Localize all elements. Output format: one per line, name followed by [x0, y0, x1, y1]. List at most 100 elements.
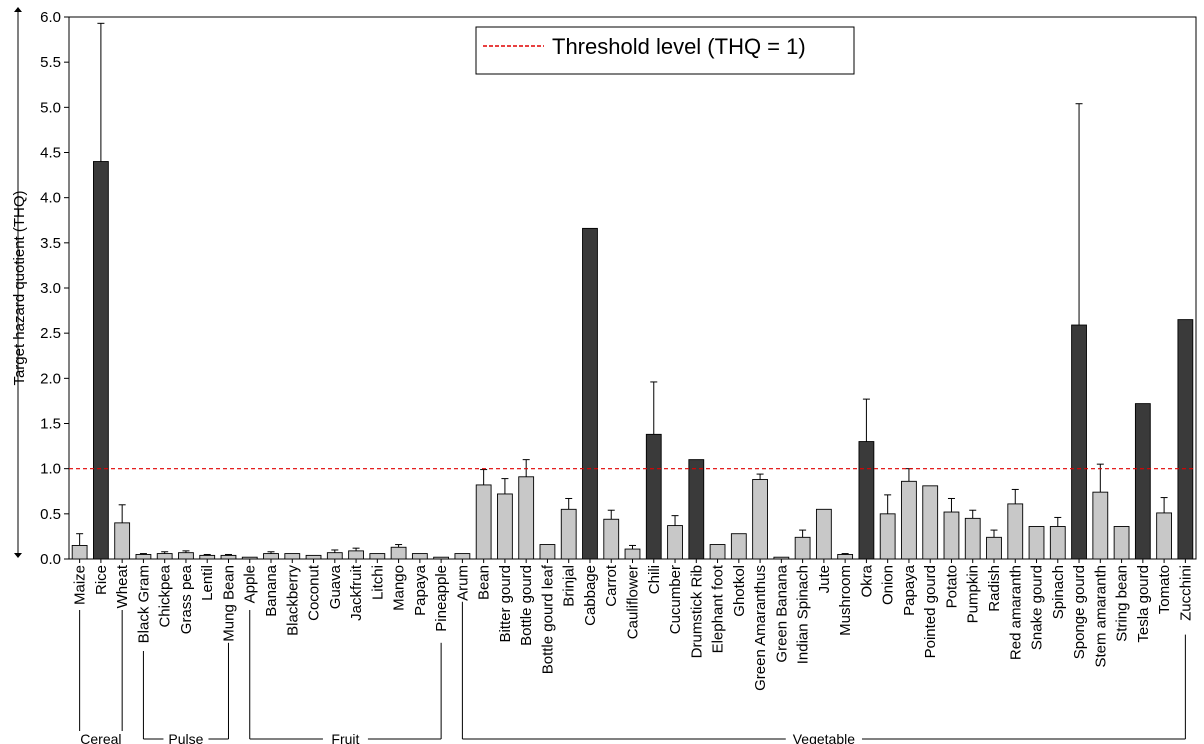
bar — [454, 553, 471, 560]
group-label: Vegetable — [793, 731, 855, 744]
category-label: Rice — [93, 565, 110, 595]
category-label: Spinach — [1050, 565, 1067, 619]
category-label: Grass pea — [178, 564, 195, 634]
bar — [284, 553, 301, 560]
category-label: Bean — [476, 565, 493, 600]
category-label: Drumstick Rib — [688, 565, 705, 658]
axes-layer: 0.0 0.5 1.0 1.5 2.0 2.5 3.0 3.5 4.0 4.5 5.0 5.5 6.0 — [14, 7, 1197, 568]
category-label: String bean — [1114, 565, 1131, 642]
bar — [135, 554, 152, 560]
bar — [348, 550, 364, 560]
y-tick-label: 2.0 — [40, 370, 61, 387]
bar — [1134, 403, 1151, 560]
category-label: Onion — [880, 565, 897, 605]
category-label: Blackberry — [284, 565, 301, 636]
bar — [390, 546, 407, 560]
category-label: Stem amaranth — [1092, 565, 1109, 668]
category-label: Mushroom — [837, 565, 854, 636]
category-label: Radish — [986, 565, 1003, 612]
y-axis-arrow-bottom-icon — [14, 553, 22, 558]
bar — [986, 536, 1002, 560]
y-tick-label: 1.0 — [40, 461, 61, 478]
category-label: Coconut — [306, 564, 323, 621]
category-label: Apple — [242, 565, 259, 603]
category-label: Bottle gourd leaf — [539, 564, 556, 674]
category-label: Mango — [391, 565, 408, 611]
y-axis-arrow-top-icon — [14, 7, 22, 12]
group-label-bg — [785, 731, 862, 744]
bar — [178, 552, 194, 560]
bar — [433, 556, 450, 560]
category-label: Guava — [327, 564, 344, 609]
bar — [603, 518, 620, 560]
category-label: Pointed gourd — [922, 565, 939, 658]
y-tick-label: 3.5 — [40, 235, 61, 252]
category-label: Pumpkin — [965, 565, 982, 623]
bar — [263, 553, 279, 560]
group-brackets: Cereal Pulse Fruit Vegetable — [74, 601, 1186, 744]
category-label: Red amaranth — [1007, 565, 1024, 660]
bars-layer — [71, 22, 1194, 563]
plot-frame — [68, 16, 1197, 560]
category-label: Arum — [454, 565, 471, 601]
category-label: Wheat — [114, 564, 131, 608]
group-label-bg — [74, 731, 128, 744]
group-label: Pulse — [168, 731, 203, 744]
bar — [624, 548, 641, 560]
category-label: Brinjal — [561, 565, 578, 607]
category-label: Tesla gourd — [1135, 565, 1152, 643]
category-label: Jackfruit — [348, 564, 365, 621]
bar — [794, 536, 811, 560]
group-label: Cereal — [80, 731, 121, 744]
y-tick-label: 5.5 — [40, 54, 61, 71]
category-label: Mung Bean — [220, 565, 237, 642]
category-label: Chili — [646, 565, 663, 594]
group-label-bg — [163, 731, 209, 744]
category-label: Potato — [943, 565, 960, 608]
bar — [709, 544, 726, 560]
y-tick-label: 0.5 — [40, 506, 61, 523]
category-label: Ghotkol — [731, 565, 748, 617]
category-label: Green Amaranthus — [752, 565, 769, 691]
group-label: Fruit — [331, 731, 359, 744]
category-label: Cucumber — [667, 565, 684, 634]
bar — [199, 554, 216, 560]
bar — [1156, 512, 1172, 560]
category-label: Zucchini — [1177, 565, 1194, 621]
category-label: Tomato — [1156, 565, 1173, 614]
bar — [879, 513, 896, 560]
bar — [539, 544, 556, 560]
category-label: Jute — [816, 565, 833, 593]
bar — [645, 433, 662, 560]
category-label: Black Gram — [135, 565, 152, 643]
bar — [156, 553, 173, 560]
category-label: Bottle gourd — [518, 565, 535, 646]
category-label: Sponge gourd — [1071, 565, 1088, 659]
category-label: Litchi — [369, 565, 386, 600]
category-label: Snake gourd — [1029, 565, 1046, 650]
bar — [582, 227, 598, 560]
category-label: Okra — [858, 564, 875, 597]
y-tick-label: 6.0 — [40, 9, 61, 26]
bar — [667, 525, 683, 560]
category-label: Papaya — [412, 564, 429, 616]
category-label: Carrot — [603, 564, 620, 607]
bar — [475, 484, 492, 560]
category-label: Indian Spinach — [795, 565, 812, 664]
bar — [1113, 526, 1130, 560]
bar — [1049, 526, 1066, 560]
y-tick-label: 4.5 — [40, 145, 61, 162]
category-label: Cauliflower — [625, 565, 642, 639]
bar — [518, 476, 535, 560]
bar — [497, 493, 513, 560]
category-label: Lentil — [199, 565, 216, 601]
bar — [943, 511, 960, 560]
bar — [369, 553, 386, 560]
bar — [1028, 526, 1045, 560]
bar — [773, 556, 790, 560]
bar — [730, 533, 747, 560]
bar — [837, 554, 854, 560]
y-tick-label: 4.0 — [40, 190, 61, 207]
bar — [1177, 319, 1194, 560]
